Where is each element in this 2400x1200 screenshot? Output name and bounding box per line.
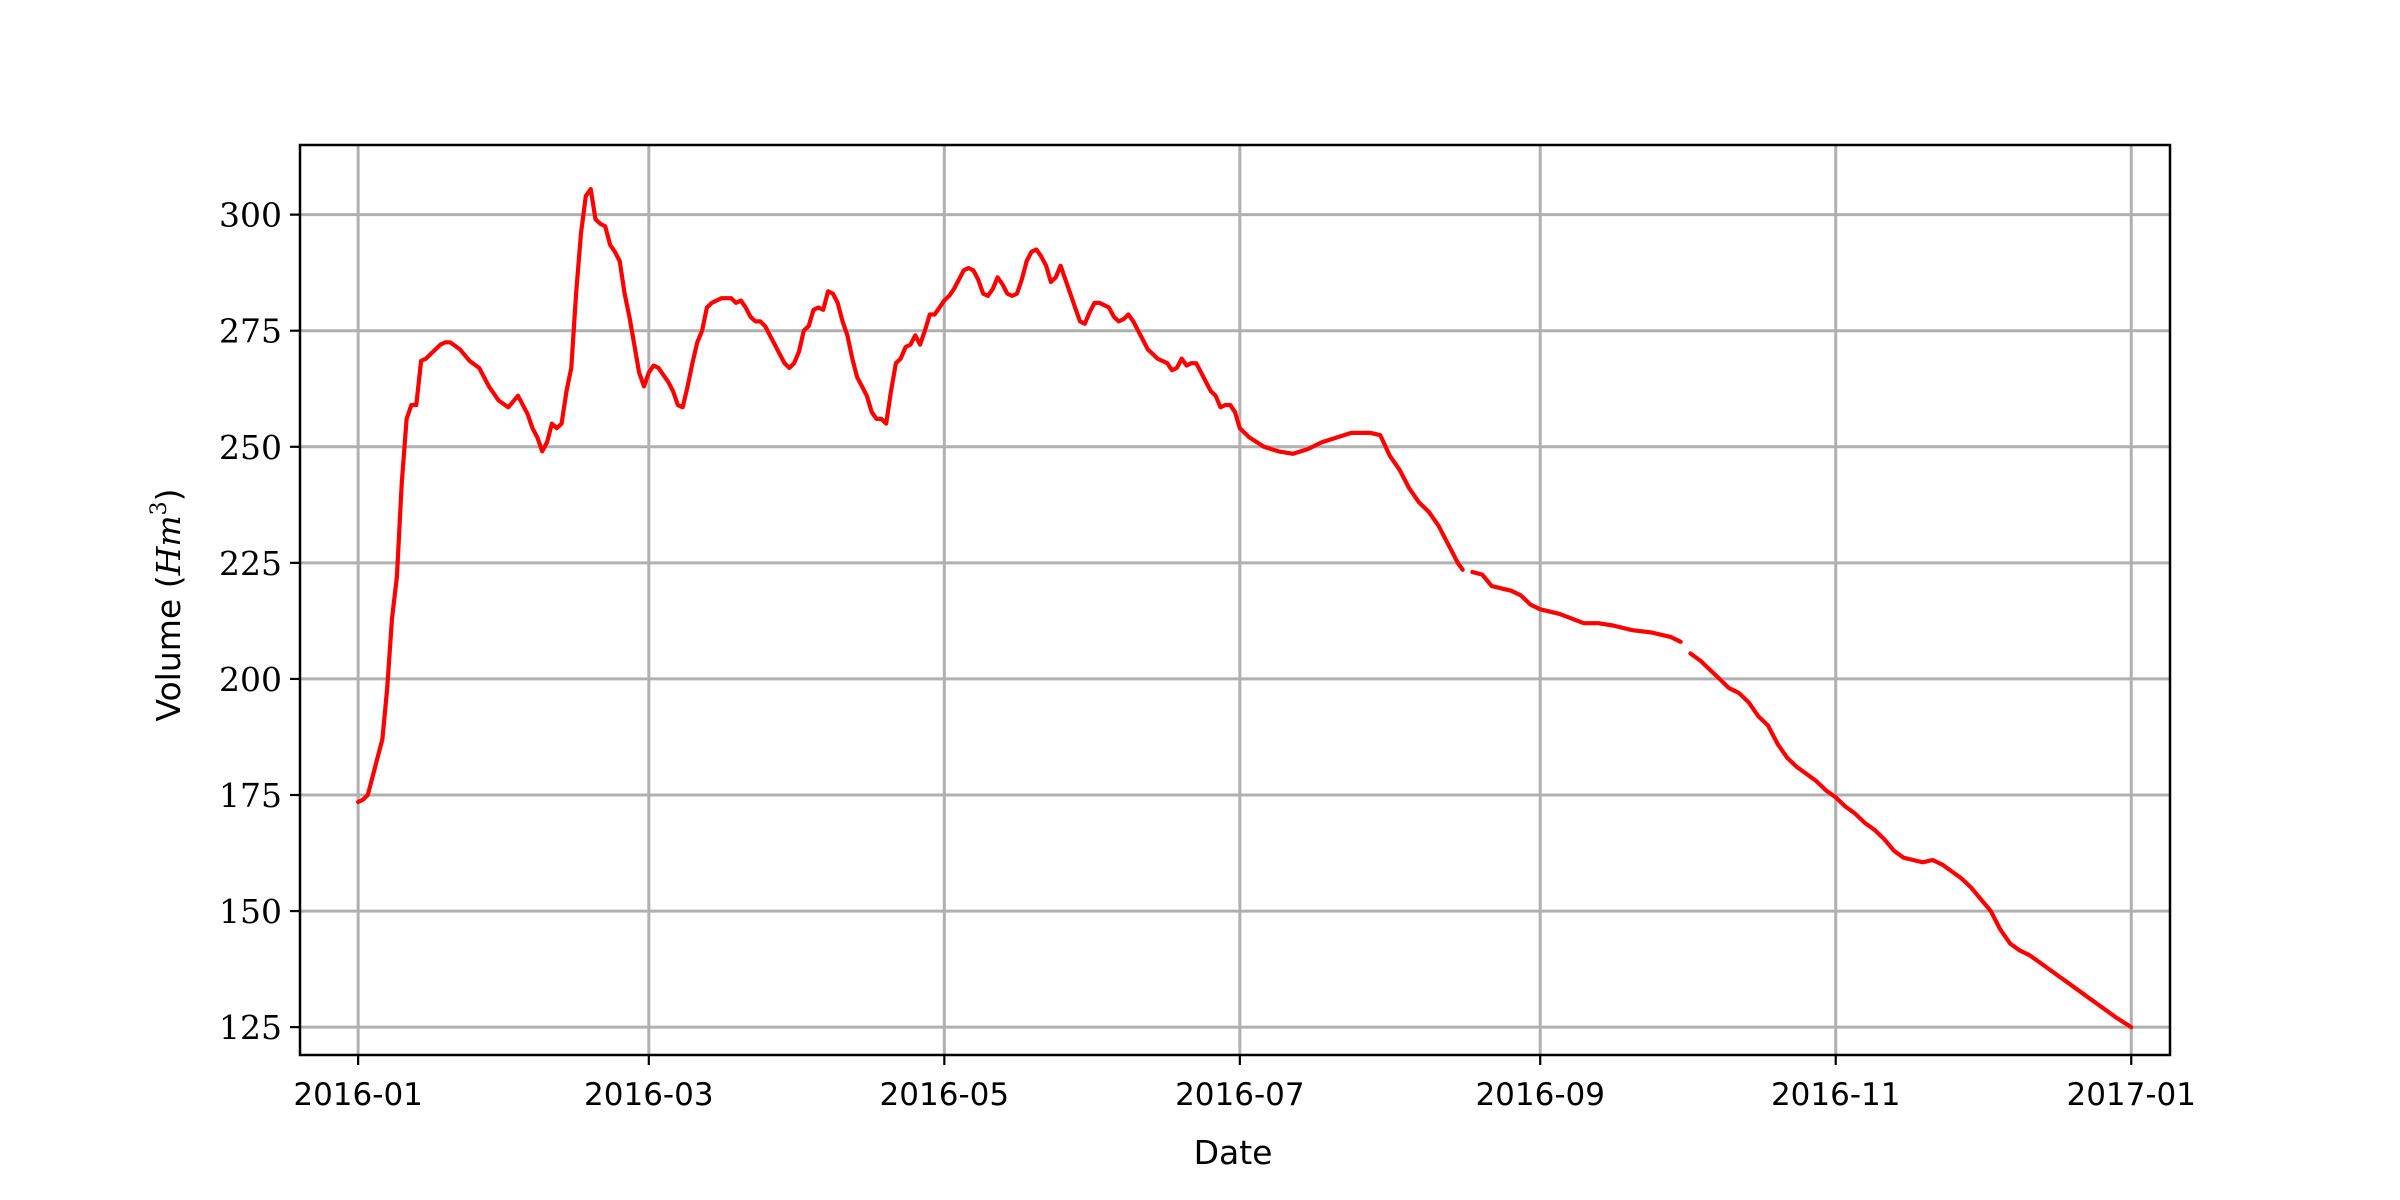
x-tick-label: 2016-05: [880, 1077, 1010, 1113]
y-axis: 125 150 175 200 225 250 275 300: [219, 196, 300, 1047]
series-line-segment: [1470, 570, 1683, 644]
series-layer: [356, 187, 2134, 1030]
y-axis-label-prefix: Volume (: [149, 575, 188, 721]
y-tick-label: 125: [219, 1008, 282, 1047]
x-tick-label: 2017-01: [2066, 1077, 2196, 1113]
x-tick-label: 2016-07: [1175, 1077, 1305, 1113]
y-tick-label: 250: [219, 428, 282, 467]
x-tick-label: 2016-03: [584, 1077, 714, 1113]
y-tick-label: 275: [219, 312, 282, 351]
y-tick-label: 150: [219, 892, 282, 931]
series-line-segment: [1688, 651, 2134, 1030]
series-line-segment: [356, 187, 1465, 805]
y-axis-label-math: Hm: [149, 515, 188, 576]
x-tick-label: 2016-11: [1771, 1077, 1901, 1113]
grid: [300, 145, 2170, 1055]
x-axis: 2016-01 2016-03 2016-05 2016-07 2016-09 2016-…: [293, 1055, 2196, 1113]
x-tick-label: 2016-09: [1475, 1077, 1605, 1113]
y-tick-label: 300: [219, 196, 282, 235]
y-axis-label-suffix: ): [149, 488, 188, 501]
x-tick-label: 2016-01: [293, 1077, 423, 1113]
y-tick-label: 200: [219, 660, 282, 699]
y-axis-label-exponent: 3: [147, 501, 172, 515]
y-tick-label: 225: [219, 544, 282, 583]
plot-frame: [298, 143, 2172, 1057]
y-axis-label: Volume (Hm3): [147, 488, 188, 721]
y-tick-label: 175: [219, 776, 282, 815]
x-axis-label: Date: [1194, 1133, 1273, 1172]
